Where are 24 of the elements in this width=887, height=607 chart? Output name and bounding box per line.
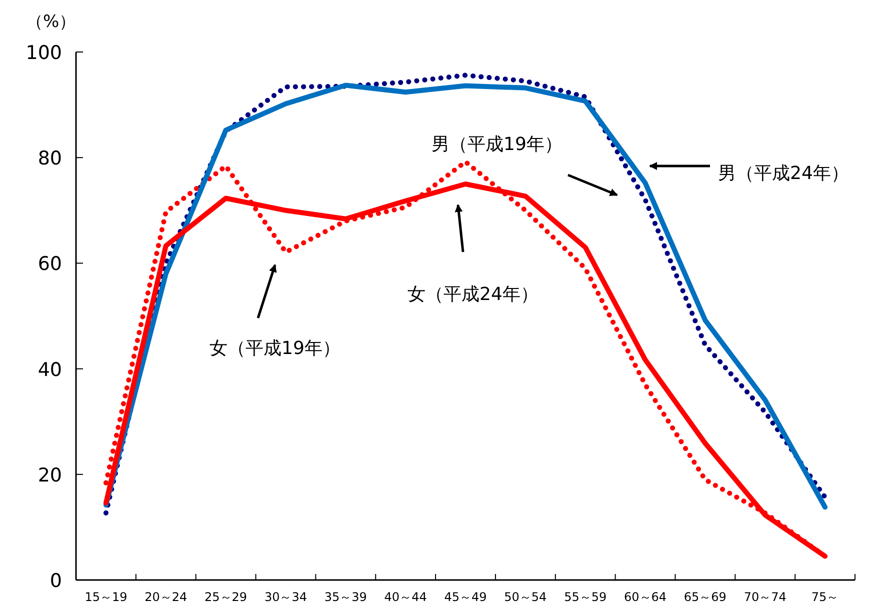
y-tick-label: 80 [38, 148, 62, 170]
x-tick-label: 35～39 [324, 590, 367, 604]
annotation: 男（平成24年） [718, 163, 849, 184]
x-tick-label: 50～54 [504, 590, 547, 604]
x-tick-label: 75～ [811, 590, 839, 604]
x-tick-label: 70～74 [744, 590, 786, 604]
annotation: 女（平成19年） [210, 338, 340, 359]
x-tick-label: 45～49 [444, 590, 487, 604]
y-tick-label: 40 [38, 358, 62, 381]
y-axis-title: （%） [26, 12, 76, 32]
annotation: 男（平成19年） [432, 134, 562, 155]
y-tick-label: 0 [50, 570, 62, 592]
x-tick-label: 25～29 [204, 590, 248, 604]
y-tick-label: 100 [26, 42, 62, 64]
x-tick-label: 55～59 [564, 590, 607, 604]
x-tick-label: 20～24 [144, 590, 188, 604]
x-tick-label: 60～64 [624, 590, 667, 604]
x-tick-label: 30～34 [264, 590, 308, 604]
x-tick-label: 40～44 [384, 590, 427, 604]
x-tick-label: 15～19 [84, 590, 128, 604]
y-tick-label: 60 [38, 253, 62, 276]
x-tick-label: 65～69 [684, 590, 726, 604]
y-tick-label: 20 [38, 464, 62, 486]
annotation: 女（平成24年） [408, 284, 538, 305]
